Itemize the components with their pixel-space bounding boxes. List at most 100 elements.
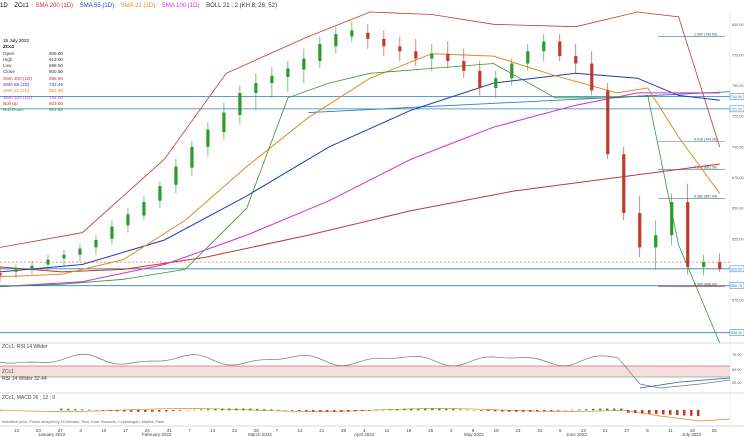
macd-histogram-bar (648, 410, 651, 414)
indicator-sma55[interactable]: SMA 55 (1D) (79, 3, 115, 9)
candle-body[interactable] (238, 92, 242, 115)
info-row: Close 600.50 (3, 69, 63, 75)
fib-level-label: 0.618 (704.26) (694, 138, 717, 142)
candle-body[interactable] (286, 68, 290, 77)
candle-body[interactable] (78, 248, 82, 255)
x-day-label: 18 (406, 428, 412, 433)
macd-histogram-bar (354, 410, 357, 412)
candle-body[interactable] (110, 226, 114, 239)
candle-body[interactable] (654, 235, 658, 248)
candle-body[interactable] (158, 186, 162, 201)
macd-histogram-bar (613, 408, 616, 411)
candle-body[interactable] (382, 38, 386, 47)
candle-body[interactable] (478, 70, 482, 89)
candle-body[interactable] (46, 259, 50, 265)
rsi-legend-line: RSI 14 Wilder 32.44 (2, 376, 47, 382)
x-day-label: 6 (559, 428, 562, 433)
macd-histogram-bar (165, 410, 168, 412)
candle-body[interactable] (62, 254, 66, 259)
candle-body[interactable] (398, 46, 402, 52)
candle-body[interactable] (222, 112, 226, 133)
candle-body[interactable] (94, 240, 98, 248)
candle-body[interactable] (318, 43, 322, 62)
candle-body[interactable] (254, 83, 258, 93)
indicator-sma100[interactable]: SMA 100 (1D) (161, 3, 200, 9)
price-marker-box (729, 282, 744, 289)
candle-body[interactable] (542, 41, 546, 52)
x-day-label: 21 (319, 428, 325, 433)
candle-body[interactable] (638, 213, 642, 248)
sma-line[interactable] (0, 92, 720, 288)
x-day-label: 2 (450, 428, 453, 433)
info-row: High 613.00 (3, 57, 63, 63)
candle-body[interactable] (558, 41, 562, 57)
candle-body[interactable] (190, 146, 194, 168)
candle-body[interactable] (686, 202, 690, 267)
candle-body[interactable] (14, 269, 18, 272)
indicator-sma200[interactable]: SMA 200 (1D) (35, 3, 74, 9)
candle-body[interactable] (526, 51, 530, 64)
candle-body[interactable] (206, 129, 210, 147)
macd-histogram-bar (214, 408, 217, 411)
candle-body[interactable] (302, 58, 306, 70)
macd-histogram-bar (123, 410, 126, 412)
macd-histogram-bar (452, 409, 455, 411)
candle-body[interactable] (30, 265, 34, 269)
candle-body[interactable] (366, 32, 370, 39)
info-row-label: SMA 200 (1D) (3, 75, 32, 81)
macd-histogram-bar (88, 409, 91, 411)
x-axis: 13 20 27 3 10 17 24 31 7 14 22 28 7 14 21 28 4 11 18 25 2 9 16… (0, 427, 744, 437)
sma-line[interactable] (0, 53, 721, 278)
candle-body[interactable] (718, 262, 722, 269)
indicator-boll[interactable]: BOLL 21 ; 2 (KH 8; 26; 52) (206, 3, 277, 9)
candle-body[interactable] (270, 75, 274, 84)
candle-body[interactable] (590, 63, 594, 91)
macd-histogram-bar (74, 409, 77, 411)
candle-body[interactable] (430, 53, 434, 59)
candle-body[interactable] (142, 202, 146, 216)
macd-histogram-bar (200, 409, 203, 411)
candle-body[interactable] (446, 53, 450, 62)
candle-body[interactable] (510, 63, 514, 79)
candle-body[interactable] (350, 30, 354, 37)
macd-histogram-bar (179, 410, 182, 411)
macd-histogram-bar (158, 410, 161, 412)
rsi-line[interactable] (0, 353, 731, 389)
info-row: SMA 55 (1D) 732.49 (3, 82, 63, 88)
candle-body[interactable] (414, 51, 418, 59)
macd-histogram-bar (137, 410, 140, 412)
x-day-label: 7 (188, 428, 191, 433)
sma-line[interactable] (0, 163, 720, 273)
macd-histogram-bar (333, 410, 336, 412)
macd-histogram-bar (102, 410, 105, 411)
candle-body[interactable] (494, 78, 498, 89)
candle-body[interactable] (126, 214, 130, 226)
candle-body[interactable] (622, 154, 626, 214)
candle-body[interactable] (670, 202, 674, 236)
macd-histogram-bar (130, 410, 133, 412)
y-tick-label: 775.00 (732, 53, 744, 57)
candle-body[interactable] (174, 166, 178, 185)
info-row-value: 598.50 (48, 63, 63, 69)
candle-body[interactable] (462, 61, 466, 71)
period-label[interactable]: 1D (0, 3, 8, 9)
y-tick-label: 575.00 (732, 299, 744, 303)
trendline[interactable] (308, 91, 731, 113)
macd-histogram-bar (438, 408, 441, 411)
macd-histogram-bar (466, 409, 469, 411)
footer-note: Indicative price. Prices delayed by 15 m… (2, 420, 165, 424)
sma-line[interactable] (0, 72, 720, 273)
macd-histogram-bar (221, 408, 224, 411)
candle-body[interactable] (0, 273, 2, 276)
macd-histogram-bar (144, 410, 147, 412)
candle-body[interactable] (702, 262, 706, 267)
indicator-sma21[interactable]: SMA 21 (1D) (120, 3, 156, 9)
macd-histogram-bar (494, 410, 497, 412)
candle-body[interactable] (574, 56, 578, 64)
x-day-label: 3 (79, 428, 82, 433)
macd-histogram-bar (529, 410, 532, 412)
candle-body[interactable] (606, 90, 610, 155)
candle-body[interactable] (334, 34, 338, 47)
macd-histogram-bar (522, 410, 525, 412)
